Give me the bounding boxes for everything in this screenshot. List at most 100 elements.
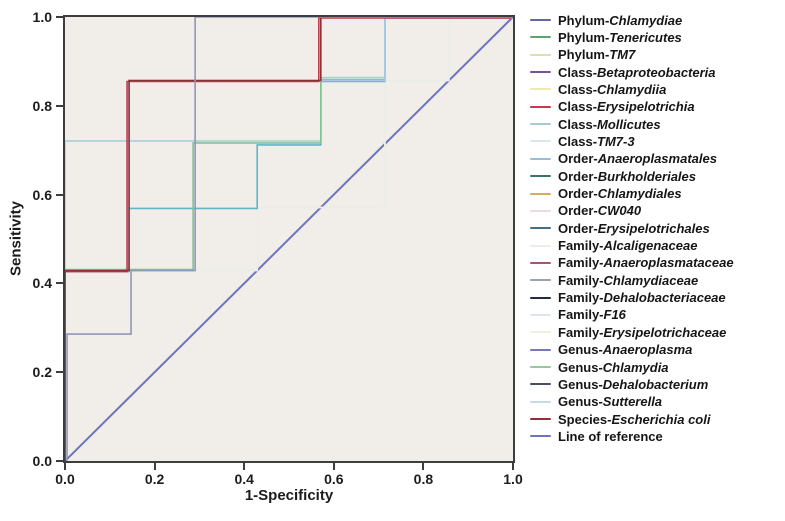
legend-label: Phylum-TM7 <box>558 47 636 63</box>
y-tick-label: 1.0 <box>32 9 52 25</box>
legend-swatch-line <box>530 105 551 108</box>
legend-swatch-line <box>530 175 551 178</box>
legend-label: Line of reference <box>558 428 663 444</box>
legend-swatch-line <box>530 400 551 403</box>
legend-label: Genus-Chlamydia <box>558 359 669 375</box>
y-tick-label: 0.4 <box>32 275 52 292</box>
legend-item: Species-Escherichia coli <box>530 411 710 427</box>
x-tick-mark <box>422 463 425 470</box>
legend-swatch-line <box>530 313 551 316</box>
plot-area <box>63 15 515 463</box>
legend-label: Order-Anaeroplasmatales <box>558 151 717 167</box>
curve-reference-line <box>65 17 513 461</box>
legend-item: Phylum-TM7 <box>530 47 635 63</box>
legend-label: Family-Alcaligenaceae <box>558 238 698 254</box>
legend-label: Family-Chlamydiaceae <box>558 272 699 288</box>
legend-label: Class-Erysipelotrichia <box>558 99 695 115</box>
y-tick-mark <box>56 282 63 285</box>
legend-swatch-line <box>530 348 551 351</box>
y-tick-label: 0.6 <box>32 186 52 203</box>
x-tick-label: 0.6 <box>324 471 344 487</box>
legend-item: Family-Chlamydiaceae <box>530 272 698 288</box>
legend-item: Class-TM7-3 <box>530 133 635 149</box>
x-tick-mark <box>243 463 246 470</box>
legend-label: Class-Mollicutes <box>558 116 661 132</box>
x-tick-label: 0.0 <box>55 471 75 487</box>
curve-dark-red-step <box>65 17 513 461</box>
legend-label: Family-F16 <box>558 307 626 323</box>
y-tick-label: 0.2 <box>32 364 52 381</box>
legend-swatch-line <box>530 383 551 386</box>
legend-item: Family-Dehalobacteriaceae <box>530 290 726 306</box>
legend-swatch-line <box>530 279 551 282</box>
legend-swatch-line <box>530 227 551 230</box>
legend-swatch-line <box>530 140 551 143</box>
x-tick-mark <box>512 463 514 470</box>
legend-label: Order-Burkholderiales <box>558 168 696 184</box>
legend-item: Genus-Anaeroplasma <box>530 342 692 358</box>
y-tick-label: 0.0 <box>32 453 52 469</box>
legend-item: Family-Erysipelotrichaceae <box>530 324 726 340</box>
legend-label: Genus-Anaeroplasma <box>558 342 693 358</box>
legend-swatch-line <box>530 123 551 126</box>
legend-item: Phylum-Chlamydiae <box>530 12 682 28</box>
legend-swatch-line <box>530 244 551 247</box>
legend-swatch-line <box>530 418 551 421</box>
x-tick-mark <box>64 463 66 470</box>
x-tick-label: 0.4 <box>234 471 254 487</box>
curve-crimson-step <box>65 17 511 273</box>
legend-label: Genus-Sutterella <box>558 394 663 410</box>
legend-item: Genus-Sutterella <box>530 394 662 410</box>
y-tick-mark <box>56 371 63 374</box>
legend-label: Phylum-Chlamydiae <box>558 12 683 28</box>
legend-swatch-line <box>530 435 551 438</box>
y-tick-mark <box>56 193 63 196</box>
roc-curves <box>65 17 513 461</box>
legend-swatch-line <box>530 296 551 299</box>
legend-swatch-line <box>530 88 551 91</box>
legend-label: Genus-Dehalobacterium <box>558 376 709 392</box>
legend-swatch-line <box>530 19 551 21</box>
legend-item: Genus-Dehalobacterium <box>530 376 708 392</box>
legend-item: Family-Anaeroplasmataceae <box>530 255 734 271</box>
legend-label: Order-CW040 <box>558 203 642 219</box>
x-tick-mark <box>332 463 335 470</box>
y-tick-mark <box>56 104 63 107</box>
legend-swatch-line <box>530 71 551 74</box>
legend-item: Class-Erysipelotrichia <box>530 99 695 115</box>
legend-item: Family-F16 <box>530 307 626 323</box>
legend-item: Family-Alcaligenaceae <box>530 238 697 254</box>
legend-swatch-line <box>530 366 551 368</box>
legend-item: Class-Betaproteobacteria <box>530 64 716 80</box>
y-tick-label: 0.8 <box>32 97 52 114</box>
legend-swatch-line <box>530 53 551 56</box>
legend-swatch-line <box>530 331 551 334</box>
legend-swatch-line <box>530 36 551 39</box>
legend-label: Order-Chlamydiales <box>558 186 682 201</box>
legend-swatch-line <box>530 261 551 264</box>
legend-swatch-line <box>530 192 551 195</box>
legend-label: Class-Chlamydiia <box>558 81 667 97</box>
legend-item: Phylum-Tenericutes <box>530 29 682 45</box>
x-tick-label: 0.2 <box>144 471 165 487</box>
curve-slate-step <box>66 17 513 461</box>
x-axis-title: 1-Specificity <box>244 487 334 504</box>
legend-item: Order-Erysipelotrichales <box>530 220 710 236</box>
legend-item: Order-CW040 <box>530 203 641 219</box>
legend-label: Species-Escherichia coli <box>558 411 711 427</box>
legend-item: Genus-Chlamydia <box>530 359 669 375</box>
legend-item: Class-Mollicutes <box>530 116 661 132</box>
legend-swatch-line <box>530 157 551 160</box>
legend-label: Family-Anaeroplasmataceae <box>558 255 734 271</box>
legend-item: Class-Chlamydiia <box>530 81 666 97</box>
legend-label: Phylum-Tenericutes <box>558 29 682 45</box>
legend-swatch-line <box>530 209 551 212</box>
y-tick-mark <box>56 460 63 462</box>
x-tick-mark <box>153 463 156 470</box>
legend: Phylum-Chlamydiae Phylum-Tenericutes Phylu… <box>530 0 785 521</box>
legend-label: Class-Betaproteobacteria <box>558 64 716 80</box>
x-tick-label: 0.8 <box>413 471 434 487</box>
legend-item: Order-Chlamydiales <box>530 186 682 202</box>
y-tick-mark <box>56 16 63 18</box>
